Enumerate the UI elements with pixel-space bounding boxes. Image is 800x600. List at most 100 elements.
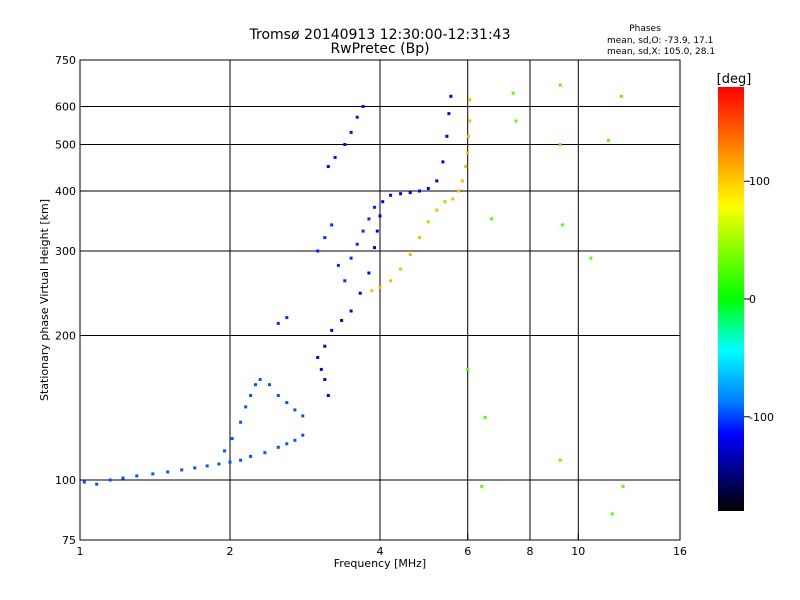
- data-point: [389, 279, 393, 283]
- colorbar: [718, 87, 744, 511]
- data-point: [426, 220, 430, 224]
- data-point: [399, 267, 403, 271]
- data-point: [358, 291, 362, 295]
- data-point: [367, 217, 371, 221]
- data-point: [205, 464, 209, 468]
- data-point: [619, 94, 623, 98]
- data-point: [467, 134, 470, 138]
- data-point: [230, 437, 234, 441]
- data-point: [258, 378, 262, 381]
- data-point: [193, 466, 197, 470]
- x-tick-label: 16: [673, 545, 687, 558]
- data-point: [589, 256, 593, 260]
- data-point: [239, 458, 243, 462]
- y-tick-label: 600: [55, 101, 76, 114]
- data-point: [361, 105, 365, 108]
- y-axis: 75 100 200 300 400 500 600 750: [55, 54, 86, 547]
- data-point: [464, 165, 468, 168]
- data-point: [435, 208, 439, 212]
- data-point: [223, 449, 226, 453]
- data-point: [511, 91, 515, 95]
- data-point: [330, 223, 334, 227]
- colorbar-tick-label: -100: [749, 411, 774, 424]
- data-point: [558, 83, 562, 87]
- data-point: [561, 223, 565, 227]
- data-point: [355, 242, 359, 246]
- data-point: [276, 445, 280, 449]
- data-point: [276, 394, 280, 397]
- data-point: [301, 433, 305, 437]
- y-axis-label: Stationary phase Virtual Height [km]: [38, 199, 51, 401]
- data-point: [340, 319, 344, 322]
- y-tick-label: 200: [55, 330, 76, 343]
- data-point: [468, 98, 471, 102]
- data-point: [323, 378, 327, 381]
- data-point: [373, 246, 376, 250]
- data-point: [441, 160, 445, 164]
- data-point: [316, 356, 320, 359]
- y-tick-label: 750: [55, 54, 76, 67]
- data-point: [418, 236, 421, 240]
- data-point: [343, 143, 347, 146]
- data-point: [460, 179, 464, 183]
- data-point: [285, 316, 289, 320]
- x-tick-label: 2: [227, 545, 234, 558]
- data-point: [135, 474, 139, 478]
- data-point: [285, 442, 289, 446]
- data-point: [378, 285, 382, 289]
- y-tick-label: 100: [55, 474, 76, 487]
- chart-title: Tromsø 20140913 12:30:00-12:31:43: [249, 27, 511, 43]
- data-point: [239, 420, 243, 424]
- colorbar-ticks: 100 0 -100: [744, 175, 774, 424]
- grid: [80, 60, 680, 540]
- data-point: [316, 249, 320, 253]
- data-point: [349, 309, 353, 313]
- data-point: [466, 151, 470, 155]
- data-point: [121, 476, 125, 480]
- data-point: [370, 289, 374, 293]
- data-point: [326, 165, 330, 168]
- data-point: [443, 200, 447, 204]
- data-point: [249, 394, 253, 397]
- data-point: [361, 229, 365, 233]
- colorbar-label: [deg]: [717, 72, 752, 87]
- data-point: [166, 470, 170, 474]
- data-point: [285, 401, 289, 405]
- data-point: [293, 438, 297, 442]
- x-tick-label: 10: [571, 545, 585, 558]
- data-point: [326, 394, 330, 397]
- data-point: [323, 344, 327, 348]
- data-point: [249, 454, 253, 458]
- data-point: [426, 187, 430, 190]
- data-point: [447, 112, 451, 116]
- data-points: [82, 83, 625, 516]
- data-point: [468, 119, 471, 123]
- data-point: [389, 193, 393, 197]
- y-tick-label: 400: [55, 185, 76, 198]
- data-point: [323, 236, 327, 240]
- data-point: [333, 155, 337, 159]
- data-point: [558, 458, 562, 462]
- data-point: [301, 414, 305, 418]
- y-tick-label: 500: [55, 139, 76, 152]
- data-point: [449, 94, 453, 98]
- data-point: [263, 451, 267, 455]
- data-point: [378, 214, 382, 218]
- data-point: [621, 484, 625, 488]
- data-point: [82, 480, 86, 484]
- y-tick-label: 300: [55, 245, 76, 258]
- data-point: [381, 200, 385, 204]
- data-point: [151, 472, 155, 476]
- data-point: [607, 138, 610, 142]
- x-tick-label: 1: [77, 545, 84, 558]
- legend-title: Phases: [629, 24, 661, 34]
- x-axis-label: Frequency [MHz]: [334, 557, 426, 570]
- data-point: [217, 462, 221, 466]
- chart-subtitle: RwPretec (Bp): [330, 41, 429, 57]
- x-tick-label: 8: [527, 545, 534, 558]
- data-point: [558, 143, 562, 146]
- data-point: [293, 408, 297, 412]
- data-point: [480, 484, 484, 488]
- data-point: [108, 478, 112, 482]
